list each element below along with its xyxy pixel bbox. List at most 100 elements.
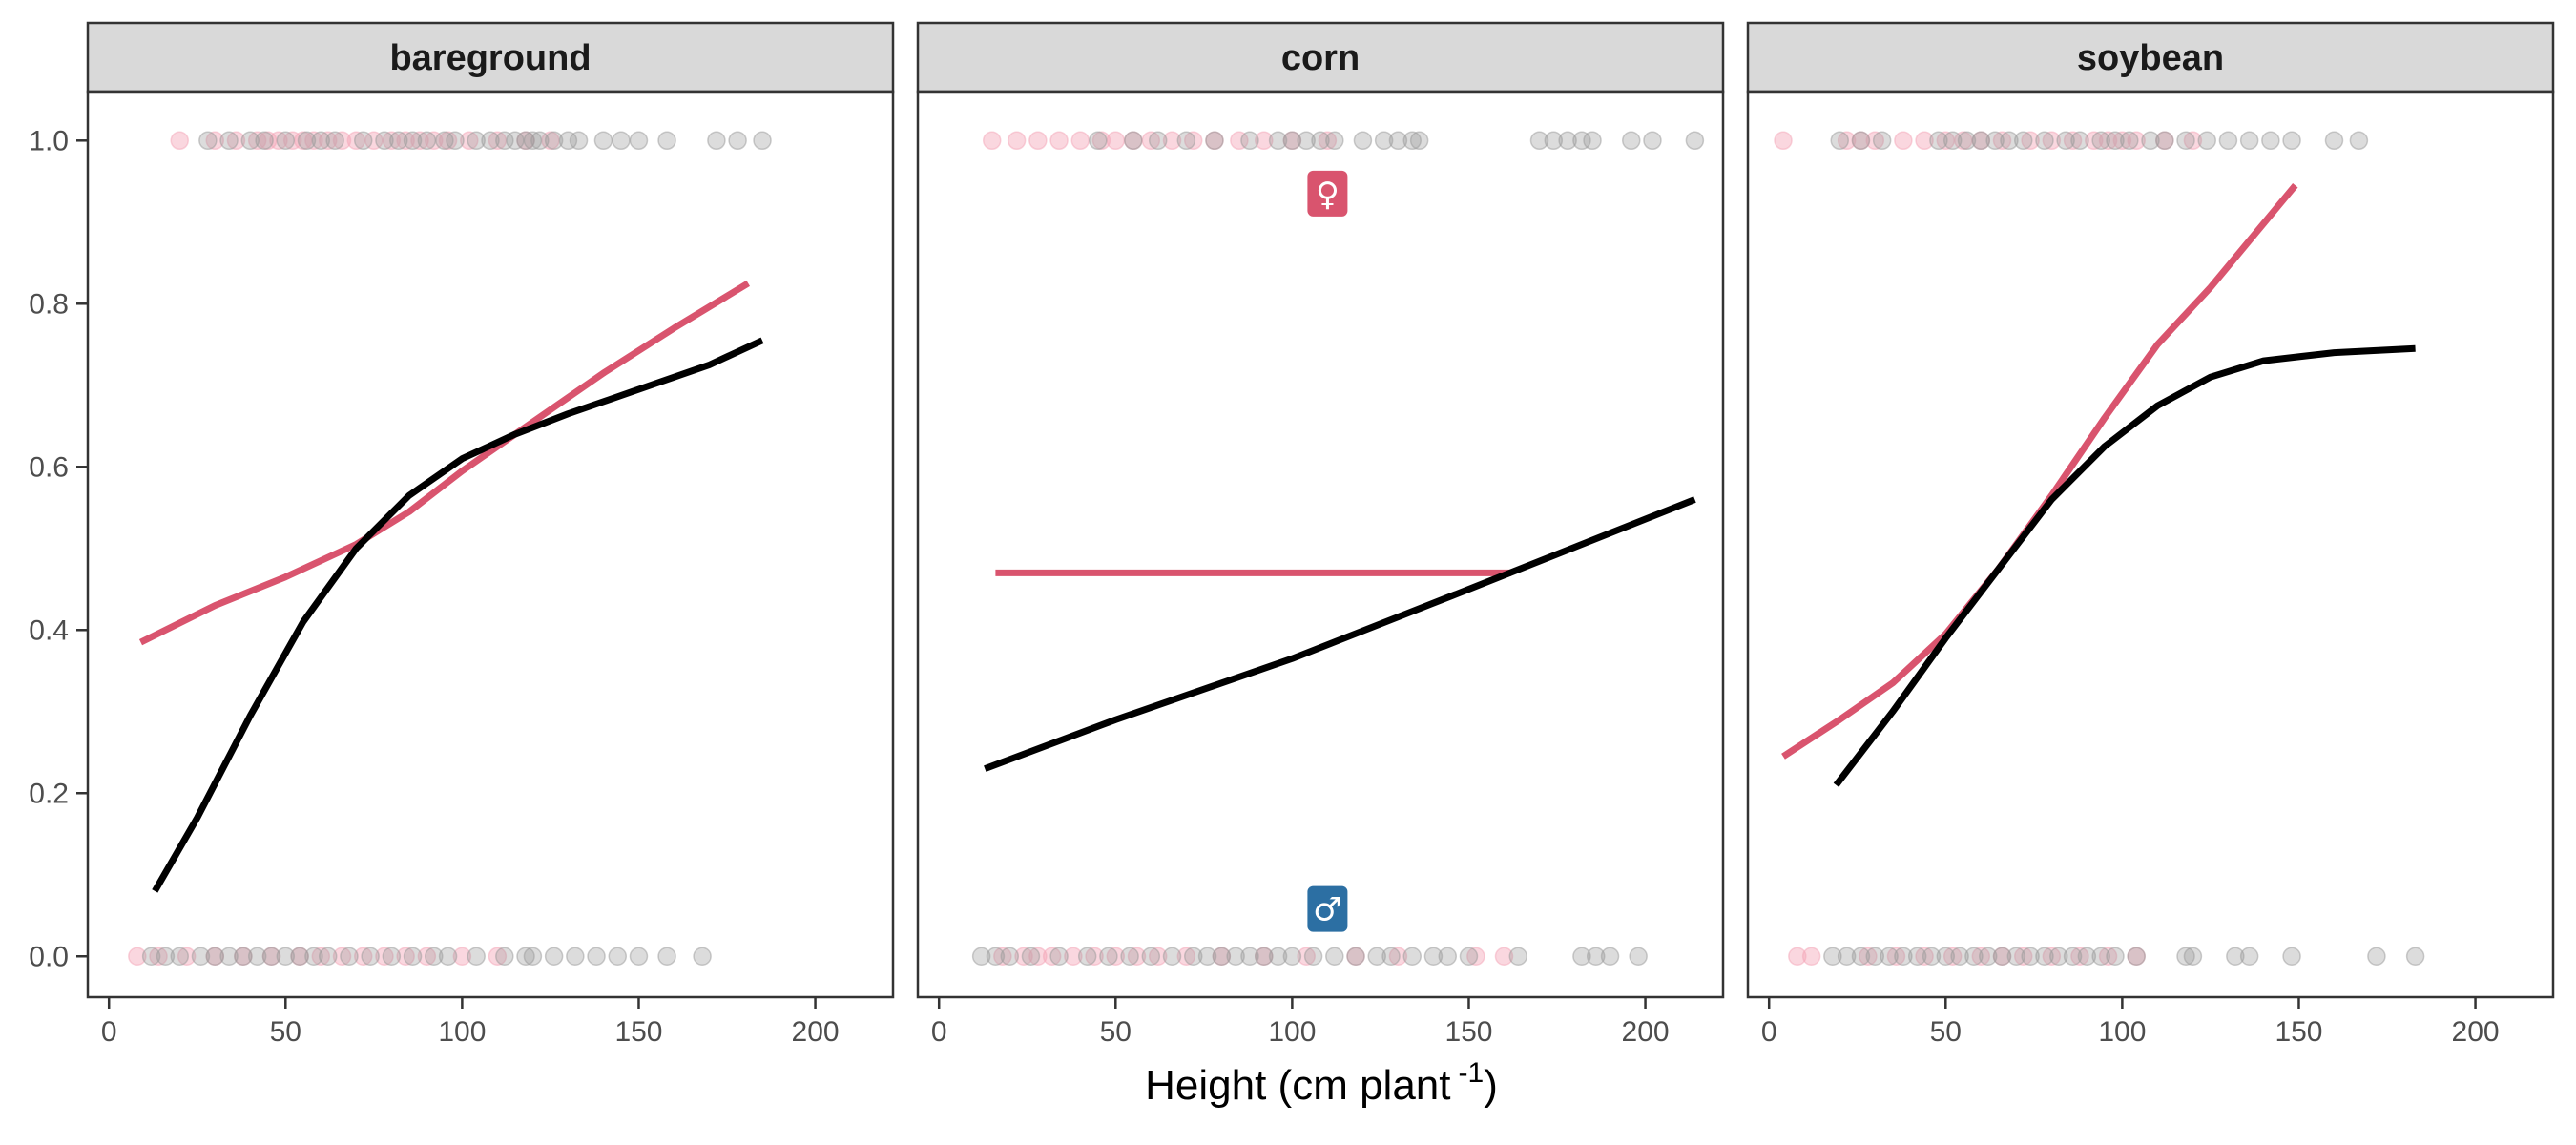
male-points-1-point: [2120, 131, 2139, 151]
male-points-0-point: [2127, 947, 2146, 967]
x-tick-label-corn-0: 0: [931, 1016, 947, 1048]
x-axis-title-superscript: -1: [1459, 1057, 1485, 1089]
male-points-0-point: [425, 947, 444, 967]
male-points-0-point: [2405, 947, 2425, 967]
male-points-0-point: [1141, 947, 1161, 967]
male-points-0-point: [971, 947, 991, 967]
female-points-0-point: [1176, 947, 1196, 967]
male-points-1-point: [1311, 131, 1330, 151]
female-points-1-point: [1255, 131, 1274, 151]
panel-border-soybean: [1746, 90, 2555, 999]
x-tick-label-soybean-100: 100: [2098, 1016, 2146, 1048]
male-points-1-point: [629, 131, 649, 151]
x-tick-label-bareground-200: 200: [792, 1016, 840, 1048]
male-points-0-point: [1586, 947, 1606, 967]
male-points-1-point: [1089, 131, 1108, 151]
male-points-1-point: [558, 131, 578, 151]
male-points-1-point: [276, 131, 296, 151]
male-points-0-point: [516, 947, 535, 967]
male-points-1-point: [2324, 131, 2344, 151]
female-points-0-point: [1042, 947, 1062, 967]
male-icon: ♂: [1313, 891, 1341, 929]
female-points-1-point: [1028, 131, 1048, 151]
panel-soybean: soybean 0 50 100 150 200: [1746, 21, 2555, 1048]
male-points-0-point: [1572, 947, 1591, 967]
male-points-0-point: [1459, 947, 1479, 967]
female-points-1-point: [318, 131, 338, 151]
line-female-bareground: [138, 280, 751, 646]
male-points-1-point: [2000, 131, 2019, 151]
male-points-0-point: [1303, 947, 1323, 967]
female-points-1-point: [1049, 131, 1069, 151]
female-points-1-point: [2127, 131, 2146, 151]
male-points-1-point: [1622, 131, 1641, 151]
panel-corn: corn 0 50 100 150 200 ♀ ♂: [916, 21, 1725, 1048]
male-points-0-point: [1880, 947, 1899, 967]
male-points-1-point: [1325, 131, 1344, 151]
line-male-corn: [984, 496, 1696, 772]
female-points-0-point: [396, 947, 415, 967]
male-points-0-point: [2176, 947, 2195, 967]
male-points-1-point: [1643, 131, 1662, 151]
male-points-0-point: [318, 947, 338, 967]
female-points-0-point: [452, 947, 472, 967]
female-points-1-point: [1070, 131, 1091, 151]
male-points-0-point: [234, 947, 253, 967]
male-points-0-point: [986, 947, 1006, 967]
female-points-1-point: [1007, 131, 1027, 151]
male-points-0-point: [1964, 947, 1984, 967]
panel-border-bareground: [86, 90, 895, 999]
female-points-0-point: [1127, 947, 1147, 967]
male-points-1-point: [2176, 131, 2195, 151]
female-points-1-point: [1837, 131, 1857, 151]
male-points-0-point: [657, 947, 676, 967]
male-points-1-point: [569, 131, 589, 151]
strip-label-soybean: soybean: [2077, 38, 2224, 78]
male-points-1-point: [311, 131, 331, 151]
y-tick-label-1: 0.2: [29, 778, 69, 809]
female-points-0-point: [1971, 947, 1991, 967]
male-points-0-point: [608, 947, 628, 967]
male-points-0-point: [1197, 947, 1217, 967]
male-points-0-point: [1837, 947, 1857, 967]
male-points-0-point: [438, 947, 458, 967]
male-points-0-point: [1508, 947, 1528, 967]
female-badge-bg: [1307, 170, 1348, 217]
male-points-0-point: [2282, 947, 2301, 967]
male-points-1-point: [481, 131, 500, 151]
female-points-1-point: [396, 131, 415, 151]
male-points-0-point: [1851, 947, 1871, 967]
male-points-1-point: [2091, 131, 2110, 151]
male-points-0-point: [170, 947, 189, 967]
male-points-0-point: [1021, 947, 1041, 967]
female-points-0-point: [311, 947, 331, 967]
y-axis: 0.0 0.2 0.4 0.6 0.8 1.0: [29, 125, 88, 972]
male-points-1-point: [1558, 131, 1577, 151]
female-points-1-point: [2183, 131, 2203, 151]
male-points-1-point: [1942, 131, 1963, 151]
male-points-1-point: [2197, 131, 2216, 151]
points-corn: [971, 131, 1705, 967]
x-tick-label-soybean-0: 0: [1761, 1016, 1777, 1048]
male-points-0-point: [1255, 947, 1274, 967]
x-tick-label-soybean-150: 150: [2275, 1016, 2322, 1048]
male-points-0-point: [2063, 947, 2083, 967]
male-points-0-point: [1907, 947, 1927, 967]
male-badge-bg: [1307, 885, 1348, 932]
female-points-1-point: [205, 131, 225, 151]
x-tick-label-soybean-200: 200: [2452, 1016, 2500, 1048]
male-points-1-point: [1374, 131, 1394, 151]
male-points-1-point: [1685, 131, 1705, 151]
female-points-0-point: [1028, 947, 1048, 967]
male-points-1-point: [1529, 131, 1549, 151]
male-points-0-point: [1950, 947, 1969, 967]
male-points-1-point: [1282, 131, 1302, 151]
male-points-1-point: [375, 131, 394, 151]
x-tick-label-corn-200: 200: [1622, 1016, 1670, 1048]
female-points-0-point: [2042, 947, 2062, 967]
male-points-0-point: [1240, 947, 1259, 967]
female-points-1-point: [425, 131, 444, 151]
male-points-0-point: [1600, 947, 1620, 967]
female-points-1-point: [382, 131, 402, 151]
male-points-1-point: [612, 131, 631, 151]
